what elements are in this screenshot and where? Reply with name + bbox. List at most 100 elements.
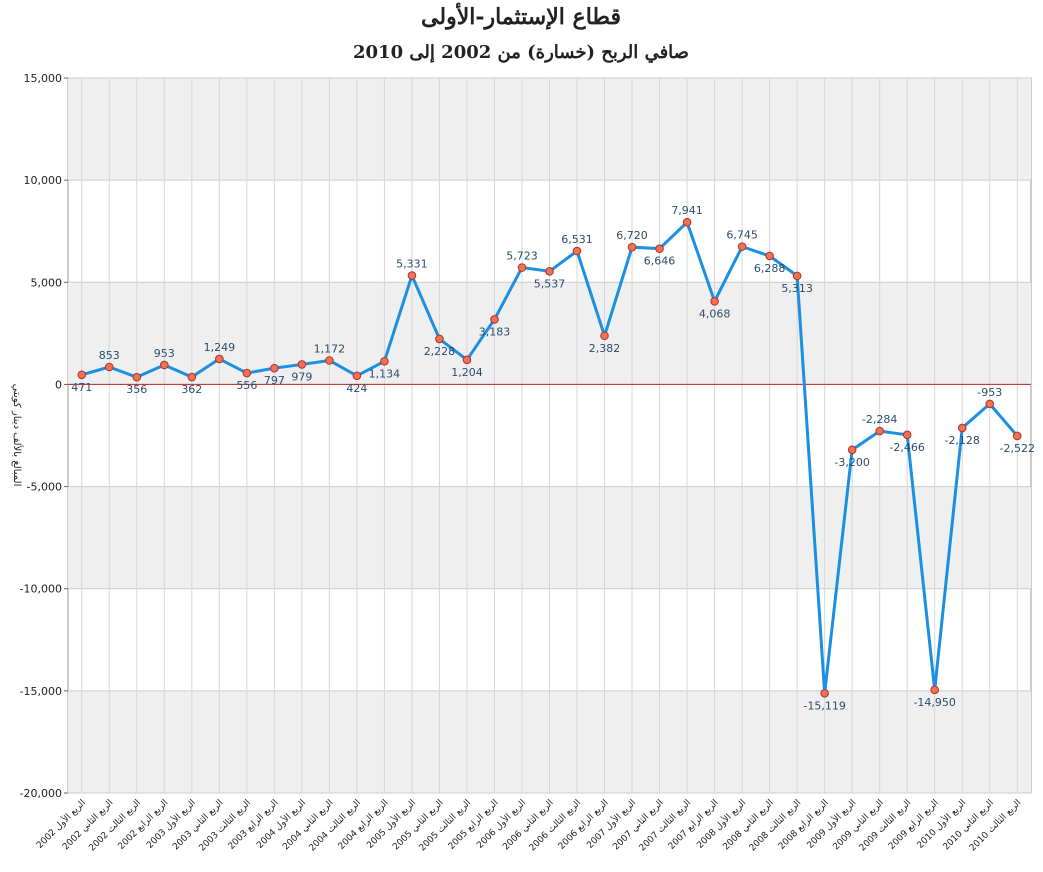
data-label: -953 xyxy=(977,386,1002,399)
marker xyxy=(352,371,362,381)
marker xyxy=(104,362,114,372)
data-label: 953 xyxy=(154,347,175,360)
x-tick-label: الربع الثاني 2005 xyxy=(391,798,445,852)
data-label: 424 xyxy=(346,382,367,395)
x-tick-label: الربع الثاني 2002 xyxy=(61,798,115,852)
x-tick-label: الربع الأول 2010 xyxy=(914,797,968,851)
marker xyxy=(270,363,279,373)
y-tick-label: 5,000 xyxy=(31,276,63,289)
marker xyxy=(1012,431,1022,441)
data-label: 7,941 xyxy=(671,204,703,217)
x-tick-label: الربع الأول 2003 xyxy=(144,797,198,851)
data-label: 979 xyxy=(291,370,312,383)
y-tick-label: 10,000 xyxy=(24,174,63,187)
x-tick-label: الربع الرابع 2003 xyxy=(227,798,281,852)
data-label: -14,950 xyxy=(913,696,955,709)
marker xyxy=(902,430,912,440)
data-label: 5,313 xyxy=(781,282,813,295)
marker xyxy=(462,355,472,365)
marker xyxy=(930,685,940,695)
data-label: 853 xyxy=(99,349,120,362)
marker xyxy=(325,356,334,365)
data-label: 1,172 xyxy=(314,342,346,355)
marker xyxy=(242,368,252,378)
data-label: 356 xyxy=(126,383,147,396)
marker xyxy=(957,423,967,433)
x-tick-label: الربع الثاني 2008 xyxy=(721,798,775,852)
data-label: -2,522 xyxy=(1000,442,1035,455)
marker xyxy=(545,267,554,276)
data-label: -15,119 xyxy=(803,699,845,712)
x-tick-label: الربع الأول 2002 xyxy=(34,797,88,851)
x-tick-label: الربع الأول 2009 xyxy=(804,797,858,851)
marker xyxy=(710,297,719,306)
x-tick-label: الربع الرابع 2006 xyxy=(557,798,611,852)
data-label: 3,183 xyxy=(479,325,511,338)
marker xyxy=(655,244,664,253)
x-tick-label: الربع الثاني 2010 xyxy=(942,798,996,852)
marker xyxy=(77,370,87,380)
y-tick-label: -20,000 xyxy=(20,787,62,800)
x-tick-label: الربع الثاني 2003 xyxy=(171,798,225,852)
marker xyxy=(380,356,389,366)
y-tick-label: 15,000 xyxy=(24,72,63,85)
data-label: 362 xyxy=(181,383,202,396)
x-tick-label: الربع الثاني 2007 xyxy=(611,798,665,852)
data-label: -2,284 xyxy=(862,413,897,426)
x-tick-label: الربع الرابع 2004 xyxy=(337,798,391,852)
x-tick-label: الربع الثاني 2004 xyxy=(281,798,335,852)
marker xyxy=(792,271,802,281)
marker xyxy=(847,445,857,455)
marker xyxy=(215,354,224,364)
data-label: 5,537 xyxy=(534,277,566,290)
chart-title: قطاع الإستثمار-الأولى xyxy=(421,2,621,31)
chart-subtitle: صافي الربح (خسارة) من 2002 إلى 2010 xyxy=(353,42,689,63)
data-label: -2,128 xyxy=(944,434,979,447)
x-tick-label: الربع الأول 2006 xyxy=(474,797,528,851)
data-label: 797 xyxy=(264,374,285,387)
marker xyxy=(765,251,774,261)
x-tick-label: الربع الأول 2004 xyxy=(254,797,308,851)
x-tick-label: الربع الأول 2008 xyxy=(694,797,748,851)
marker xyxy=(820,688,829,698)
marker xyxy=(627,242,637,252)
marker xyxy=(160,360,169,370)
data-label: 4,068 xyxy=(699,307,731,320)
x-tick-label: الربع الرابع 2008 xyxy=(777,798,831,852)
data-label: 1,134 xyxy=(369,367,401,380)
data-label: 556 xyxy=(236,379,257,392)
x-tick-label: الربع الثاني 2006 xyxy=(501,798,555,852)
x-tick-label: الربع الرابع 2007 xyxy=(667,798,721,852)
data-label: 6,720 xyxy=(616,229,648,242)
y-tick-label: -15,000 xyxy=(20,685,62,698)
data-label: 6,745 xyxy=(726,229,758,242)
x-tick-label: الربع الثاني 2009 xyxy=(831,798,885,852)
marker xyxy=(682,217,692,227)
marker xyxy=(737,242,747,251)
x-tick-label: الربع الثالث 2010 xyxy=(968,798,1023,853)
data-label: -2,466 xyxy=(889,441,924,454)
data-label: 2,382 xyxy=(589,342,621,355)
marker xyxy=(490,315,499,324)
marker xyxy=(572,246,582,256)
marker xyxy=(875,426,884,436)
data-label: -3,200 xyxy=(834,456,869,469)
x-tick-label: الربع الأول 2007 xyxy=(584,797,638,851)
data-label: 6,288 xyxy=(754,262,786,275)
data-label: 2,228 xyxy=(424,345,456,358)
marker xyxy=(407,271,417,280)
marker xyxy=(187,372,197,382)
marker xyxy=(132,372,142,382)
y-axis-label: المبالغ بالألف دينار كويتي xyxy=(11,384,24,487)
data-label: 6,646 xyxy=(644,255,676,268)
marker xyxy=(985,399,995,409)
y-tick-label: -5,000 xyxy=(27,481,62,494)
data-label: 6,531 xyxy=(561,233,593,246)
x-tick-label: الربع الرابع 2002 xyxy=(117,798,171,852)
data-label: 471 xyxy=(71,381,92,394)
marker xyxy=(435,334,444,344)
x-tick-label: الربع الرابع 2009 xyxy=(887,798,941,852)
data-label: 5,331 xyxy=(396,258,428,271)
data-label: 5,723 xyxy=(506,250,538,263)
